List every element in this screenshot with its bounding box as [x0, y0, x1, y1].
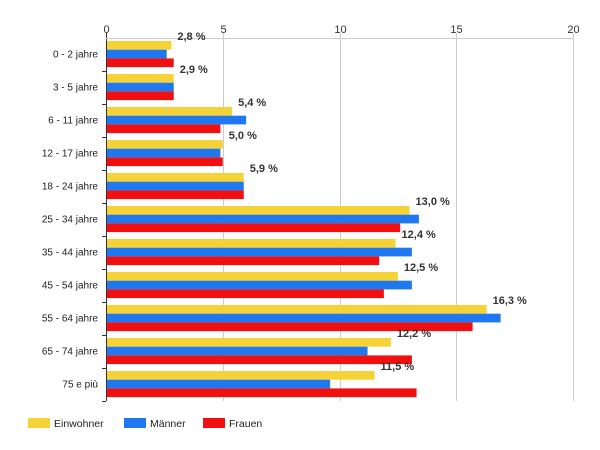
bar-frauen: [107, 256, 380, 266]
bar-frauen: [107, 190, 244, 200]
data-label: 13,0 %: [416, 196, 450, 208]
data-label: 12,2 %: [397, 328, 431, 340]
bar-männer: [107, 247, 412, 257]
category-label: 55 - 64 jahre: [42, 314, 99, 325]
legend-label-frauen: Frauen: [229, 418, 262, 430]
bar-frauen: [107, 289, 384, 299]
bar-marks: [107, 41, 501, 398]
bar-einwohner: [107, 74, 174, 83]
category-label: 18 - 24 jahre: [42, 182, 99, 193]
bar-frauen: [107, 322, 473, 332]
category-label: 12 - 17 jahre: [42, 149, 99, 160]
bar-einwohner: [107, 239, 396, 248]
legend-swatch-frauen: [203, 418, 225, 428]
bar-männer: [107, 49, 167, 59]
x-tick-label: 15: [450, 24, 462, 36]
bar-einwohner: [107, 305, 487, 314]
bar-einwohner: [107, 272, 398, 281]
x-tick-label: 20: [567, 24, 579, 36]
bar-einwohner: [107, 41, 172, 50]
data-label: 5,4 %: [238, 97, 266, 109]
data-label: 11,5 %: [381, 361, 415, 373]
bar-männer: [107, 148, 221, 158]
bar-einwohner: [107, 140, 223, 149]
bar-einwohner: [107, 338, 391, 347]
data-label: 12,5 %: [404, 262, 438, 274]
bar-männer: [107, 214, 419, 224]
bar-männer: [107, 379, 331, 389]
category-label: 0 - 2 jahre: [53, 50, 98, 61]
category-labels: 0 - 2 jahre 3 - 5 jahre 6 - 11 jahre 12 - 1…: [42, 50, 99, 391]
data-label: 2,9 %: [180, 64, 208, 76]
legend: Einwohner Männer Frauen: [28, 418, 262, 430]
legend-swatch-einwohner: [28, 418, 50, 428]
category-label: 25 - 34 jahre: [42, 215, 99, 226]
data-label: 5,0 %: [229, 130, 257, 142]
category-label: 35 - 44 jahre: [42, 248, 99, 259]
bar-frauen: [107, 91, 174, 101]
bar-männer: [107, 313, 501, 323]
data-label: 12,4 %: [402, 229, 436, 241]
data-label: 16,3 %: [493, 295, 527, 307]
bar-frauen: [107, 58, 174, 68]
x-tick-label: 0: [103, 24, 109, 36]
data-label: 5,9 %: [250, 163, 278, 175]
bar-männer: [107, 115, 247, 125]
data-label: 2,8 %: [177, 31, 205, 43]
bar-frauen: [107, 388, 417, 398]
category-label: 75 e più: [62, 380, 98, 391]
data-labels: 2,8 % 2,9 % 5,4 % 5,0 % 5,9 % 13,0 % 12,4 % 12,…: [177, 31, 527, 373]
bar-frauen: [107, 124, 221, 134]
category-label: 45 - 54 jahre: [42, 281, 99, 292]
bar-einwohner: [107, 107, 233, 116]
legend-label-einwohner: Einwohner: [54, 418, 104, 430]
legend-label-männer: Männer: [150, 418, 186, 430]
bar-männer: [107, 82, 174, 92]
bar-einwohner: [107, 371, 375, 380]
x-axis-ticks: 0 5 10 15 20: [103, 24, 579, 36]
bar-männer: [107, 280, 412, 290]
x-tick-label: 5: [220, 24, 226, 36]
bar-männer: [107, 181, 244, 191]
bar-frauen: [107, 157, 223, 167]
bar-frauen: [107, 355, 412, 365]
bar-einwohner: [107, 206, 410, 215]
category-label: 65 - 74 jahre: [42, 347, 99, 358]
bar-einwohner: [107, 173, 244, 182]
category-label: 3 - 5 jahre: [53, 83, 98, 94]
x-tick-label: 10: [334, 24, 346, 36]
legend-swatch-männer: [124, 418, 146, 428]
bar-frauen: [107, 223, 401, 233]
bar-männer: [107, 346, 368, 356]
category-label: 6 - 11 jahre: [48, 116, 98, 127]
